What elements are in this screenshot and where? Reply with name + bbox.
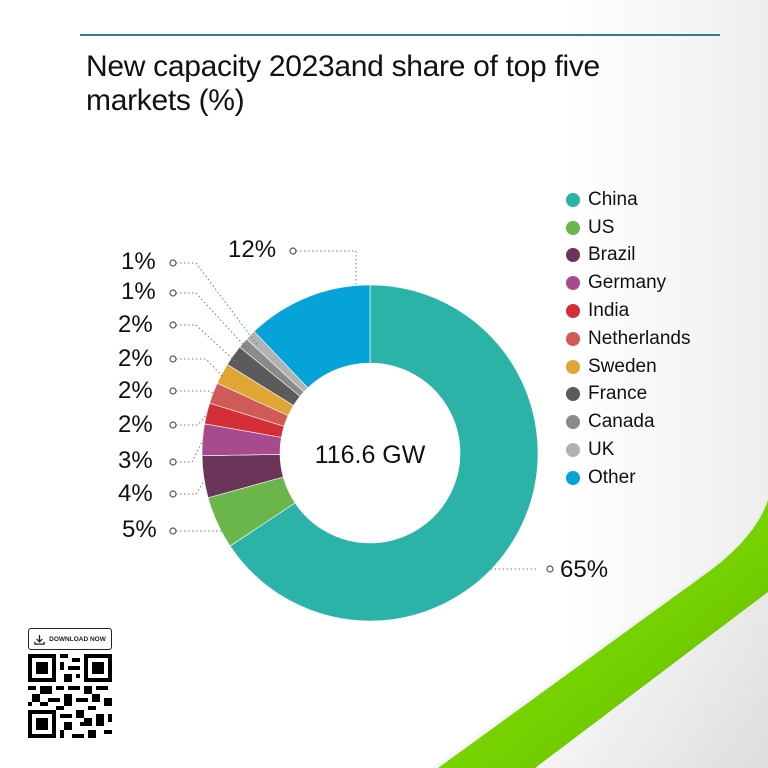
- legend-dot-icon: [566, 470, 580, 485]
- download-now-button[interactable]: DOWNLOAD NOW: [28, 628, 112, 650]
- top-rule: [80, 34, 720, 36]
- label-us: 5%: [122, 516, 157, 543]
- label-sweden: 2%: [118, 345, 153, 372]
- legend-item-canada: Canada: [566, 408, 736, 436]
- legend-item-other: Other: [566, 464, 736, 492]
- chart-title: New capacity 2023and share of top five m…: [86, 50, 600, 117]
- legend-dot-icon: [566, 304, 580, 319]
- legend-dot-icon: [566, 331, 580, 346]
- legend-item-us: US: [566, 214, 736, 242]
- leader-lines: [176, 250, 536, 570]
- legend-dot-icon: [566, 220, 580, 235]
- label-germany: 3%: [118, 447, 153, 474]
- label-brazil: 4%: [118, 480, 153, 507]
- label-netherlands: 2%: [118, 377, 153, 404]
- legend-dot-icon: [566, 415, 580, 430]
- leader-endpoints: [169, 247, 554, 573]
- chart-legend: China US Brazil Germany India Netherland…: [566, 186, 736, 492]
- legend-dot-icon: [566, 276, 580, 291]
- qr-code[interactable]: [28, 654, 112, 738]
- donut-slice-china: [229, 284, 539, 622]
- donut-center-total: 116.6 GW: [314, 441, 426, 469]
- legend-item-india: India: [566, 297, 736, 325]
- legend-item-sweden: Sweden: [566, 353, 736, 381]
- legend-item-netherlands: Netherlands: [566, 325, 736, 353]
- legend-dot-icon: [566, 248, 580, 263]
- legend-item-germany: Germany: [566, 269, 736, 297]
- legend-dot-icon: [566, 387, 580, 402]
- legend-item-uk: UK: [566, 436, 736, 464]
- label-china: 65%: [560, 556, 609, 583]
- label-other: 12%: [228, 236, 277, 263]
- donut-slice-other: [253, 284, 371, 389]
- legend-item-brazil: Brazil: [566, 242, 736, 270]
- label-uk: 1%: [121, 248, 156, 275]
- legend-dot-icon: [566, 192, 580, 207]
- label-france: 2%: [118, 311, 153, 338]
- label-india: 2%: [118, 411, 153, 438]
- download-icon: [34, 634, 45, 645]
- legend-dot-icon: [566, 443, 580, 458]
- legend-item-china: China: [566, 186, 736, 214]
- donut-slices: [201, 284, 539, 622]
- legend-dot-icon: [566, 359, 580, 374]
- download-label: DOWNLOAD NOW: [49, 635, 106, 643]
- label-canada: 1%: [121, 278, 156, 305]
- legend-item-france: France: [566, 381, 736, 409]
